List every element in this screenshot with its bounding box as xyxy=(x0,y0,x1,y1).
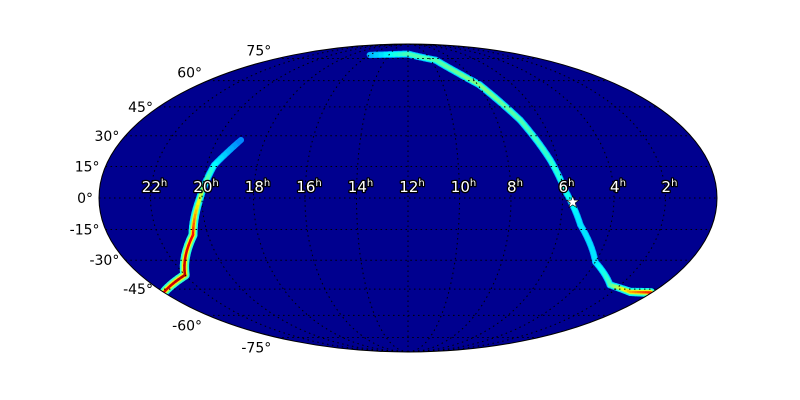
probability-segment xyxy=(514,114,522,122)
meridian-line xyxy=(252,44,409,352)
probability-segment xyxy=(535,138,541,146)
meridian-line xyxy=(356,44,409,352)
probability-segment xyxy=(444,64,452,70)
probability-segment xyxy=(579,224,585,231)
ra-tick-label: 10h xyxy=(451,178,476,196)
ra-tick-label: 14h xyxy=(348,178,373,196)
graticule xyxy=(99,44,717,352)
probability-segment xyxy=(455,70,463,76)
dec-tick-label: 15° xyxy=(75,159,100,175)
source-marker xyxy=(565,194,580,209)
probability-segment xyxy=(493,96,502,103)
dec-tick-label: -45° xyxy=(123,282,153,298)
ra-tick-label: 20h xyxy=(193,178,218,196)
ra-tick-label: 4h xyxy=(610,178,626,196)
dec-tick-label: 0° xyxy=(77,191,93,207)
probability-segment xyxy=(236,139,242,144)
ra-tick-label: 18h xyxy=(245,178,270,196)
dec-tick-label: -60° xyxy=(172,318,202,334)
probability-segment xyxy=(504,105,512,112)
ra-tick-label: 22h xyxy=(142,178,167,196)
meridian-line xyxy=(407,44,460,352)
probability-segment xyxy=(542,148,548,156)
dec-tick-label: 45° xyxy=(128,100,153,116)
dec-tick-label: -15° xyxy=(70,223,100,239)
probability-segment xyxy=(519,119,526,126)
meridian-line xyxy=(201,44,409,352)
dec-tick-label: -75° xyxy=(241,341,271,357)
ra-tick-label: 8h xyxy=(507,178,523,196)
probability-segment xyxy=(483,88,491,95)
probability-segment xyxy=(545,153,552,161)
probability-segment xyxy=(523,123,530,131)
ra-labels: 22h 20h 18h 16h 14h 12h 10h 8h 6h 4h 2h xyxy=(140,177,678,198)
probability-segment xyxy=(460,73,469,80)
ra-tick-label: 16h xyxy=(296,178,321,196)
dec-labels: 75° 60° 45° 30° 15° 0° -15° -30°-45° -60° -75° xyxy=(70,43,272,356)
dec-tick-label: 60° xyxy=(177,66,202,82)
probability-segment xyxy=(478,83,486,90)
probability-segment xyxy=(531,133,538,141)
probability-segment xyxy=(488,92,496,99)
dec-tick-label: 30° xyxy=(95,129,120,145)
probability-segment xyxy=(466,77,475,83)
ra-tick-label: 12h xyxy=(399,178,424,196)
sky-background xyxy=(99,44,717,352)
star-icon xyxy=(565,194,580,209)
probability-segment xyxy=(499,100,507,108)
sky-outline xyxy=(98,43,718,353)
dec-tick-label: 75° xyxy=(246,43,271,59)
probability-segment xyxy=(449,67,457,73)
probability-segment xyxy=(538,143,545,151)
ra-tick-label: 2h xyxy=(662,178,678,196)
meridian-line xyxy=(407,44,564,352)
meridian-line xyxy=(407,44,615,352)
probability-segment xyxy=(527,128,534,136)
probability-segment xyxy=(509,109,517,117)
dec-tick-label: -30° xyxy=(89,253,119,269)
ra-tick-label: 6h xyxy=(559,178,575,196)
